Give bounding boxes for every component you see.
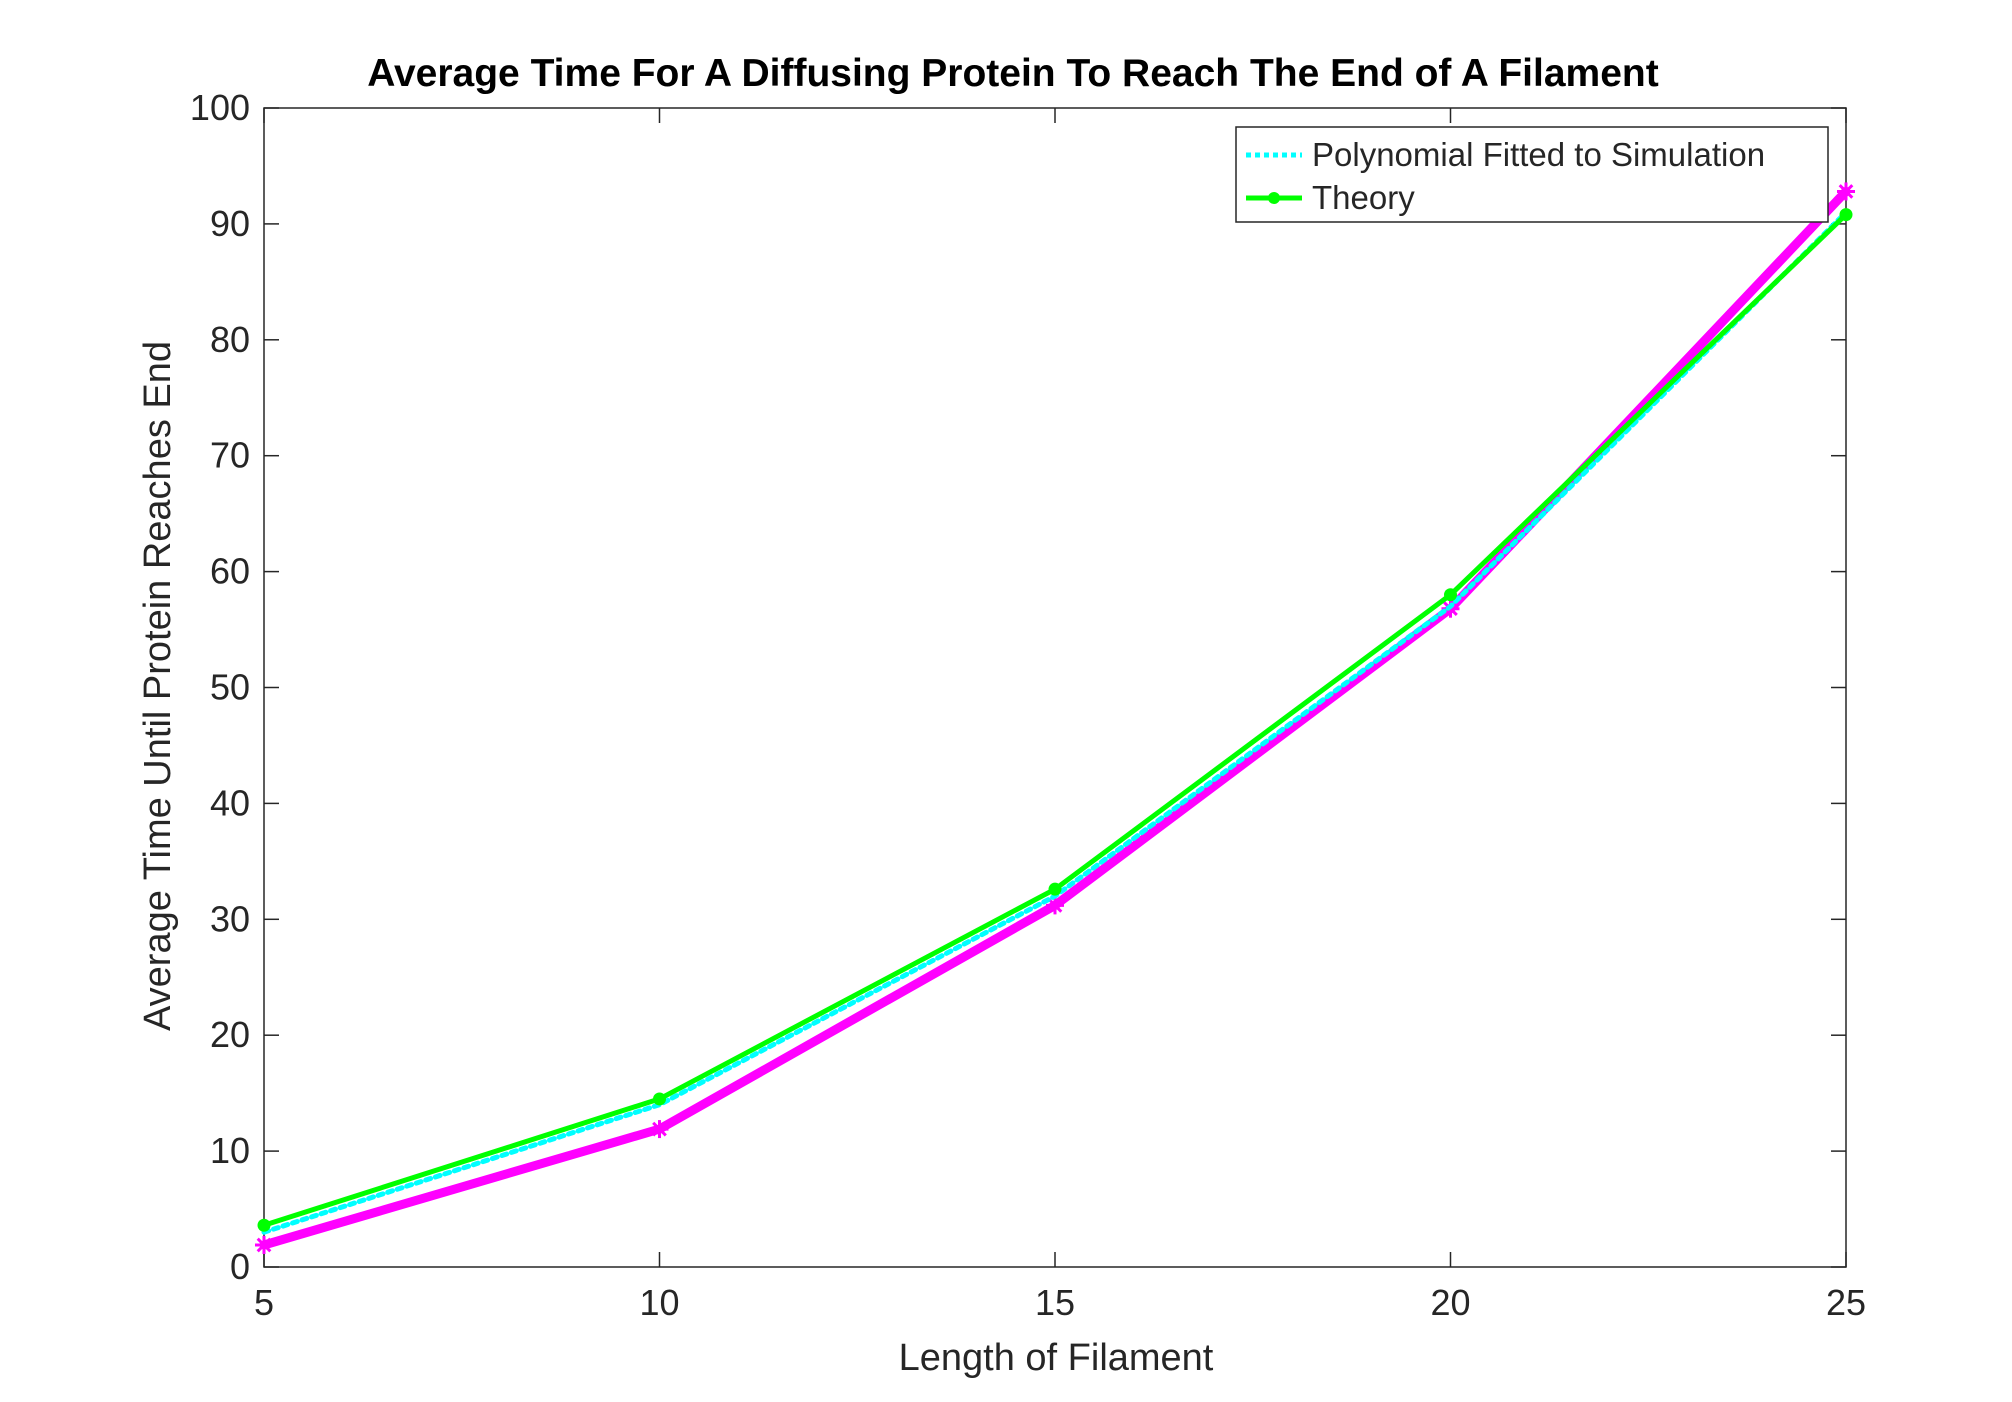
chart-title: Average Time For A Diffusing Protein To … (367, 52, 1658, 95)
data-point-theory (1839, 208, 1853, 222)
y-tick-label: 90 (210, 203, 250, 244)
y-tick-label: 60 (210, 551, 250, 592)
series-line-polynomial (261, 209, 1849, 1235)
y-tick-label: 10 (210, 1130, 250, 1171)
x-tick-label: 10 (639, 1282, 679, 1323)
axis-ticks (263, 107, 1847, 1268)
y-axis-label: Average Time Until Protein Reaches End (137, 341, 179, 1031)
legend-label-polynomial: Polynomial Fitted to Simulation (1312, 136, 1765, 173)
x-tick-label: 20 (1430, 1282, 1470, 1323)
series-layer (255, 182, 1855, 1254)
y-tick-label: 20 (210, 1014, 250, 1055)
y-tick-label: 40 (210, 782, 250, 823)
plot-area (263, 107, 1847, 1268)
y-tick-label: 100 (190, 87, 250, 128)
legend-label-theory: Theory (1312, 179, 1415, 216)
data-point-theory (257, 1218, 271, 1232)
y-tick-label: 80 (210, 319, 250, 360)
x-tick-label: 25 (1826, 1282, 1866, 1323)
y-tick-label: 50 (210, 667, 250, 708)
x-axis-label: Length of Filament (899, 1337, 1214, 1379)
y-tick-label: 0 (230, 1246, 250, 1287)
legend: Polynomial Fitted to Simulation Theory (1235, 126, 1829, 223)
x-tick-label: 15 (1035, 1282, 1075, 1323)
data-point-theory (653, 1092, 666, 1106)
data-point-theory (1444, 588, 1457, 602)
data-point-simulation (255, 1235, 273, 1254)
data-point-simulation (650, 1120, 669, 1139)
y-tick-label: 30 (210, 898, 250, 939)
x-tick-labels: 5 10 15 20 25 (254, 1282, 1866, 1323)
legend-box (1235, 126, 1829, 223)
x-tick-label: 5 (254, 1282, 274, 1323)
data-point-theory (1048, 882, 1062, 896)
legend-marker-theory (1268, 192, 1280, 204)
data-point-simulation (1046, 896, 1064, 915)
y-tick-label: 70 (210, 435, 250, 476)
y-tick-labels: 0 10 20 30 40 50 60 70 80 90 100 (190, 87, 250, 1287)
data-point-simulation (1837, 182, 1855, 201)
